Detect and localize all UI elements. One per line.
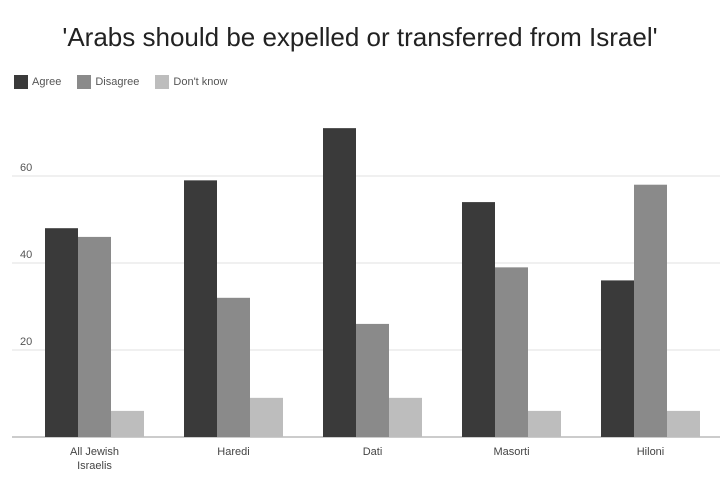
x-tick-label-3-0: Masorti — [493, 446, 529, 458]
bar-agree-3 — [462, 202, 495, 437]
y-tick-label-40: 40 — [20, 249, 32, 261]
y-tick-label-60: 60 — [20, 162, 32, 174]
bar-dont-know-4 — [667, 410, 700, 437]
legend-label-dont-know: Don't know — [173, 76, 228, 88]
x-tick-label-2-0: Dati — [363, 446, 383, 458]
bar-agree-1 — [184, 180, 217, 437]
x-tick-label-1-0: Haredi — [217, 446, 249, 458]
legend-item-disagree: Disagree — [77, 75, 139, 89]
legend-item-agree: Agree — [14, 75, 61, 89]
legend-item-dont-know: Don't know — [155, 75, 227, 89]
x-tick-label-0-0: All Jewish — [70, 446, 119, 458]
bar-agree-0 — [45, 228, 78, 437]
bar-dont-know-2 — [389, 397, 422, 437]
legend: Agree Disagree Don't know — [14, 75, 227, 89]
bar-disagree-4 — [634, 184, 667, 437]
bar-agree-4 — [601, 280, 634, 437]
chart-title: 'Arabs should be expelled or transferred… — [62, 22, 658, 52]
legend-swatch-disagree — [77, 75, 92, 89]
x-tick-label-4-0: Hiloni — [637, 446, 665, 458]
bar-agree-2 — [323, 128, 356, 437]
bar-disagree-2 — [356, 323, 389, 437]
y-tick-label-20: 20 — [20, 336, 32, 348]
bar-dont-know-0 — [111, 410, 144, 437]
x-tick-label-0-1: Israelis — [77, 460, 112, 472]
bar-disagree-3 — [495, 267, 528, 437]
bar-disagree-1 — [217, 297, 250, 437]
bar-dont-know-3 — [528, 410, 561, 437]
legend-swatch-dont-know — [155, 75, 170, 89]
legend-label-agree: Agree — [32, 76, 62, 88]
bar-dont-know-1 — [250, 397, 283, 437]
bar-disagree-0 — [78, 236, 111, 437]
legend-swatch-agree — [14, 75, 28, 89]
legend-label-disagree: Disagree — [95, 76, 140, 88]
